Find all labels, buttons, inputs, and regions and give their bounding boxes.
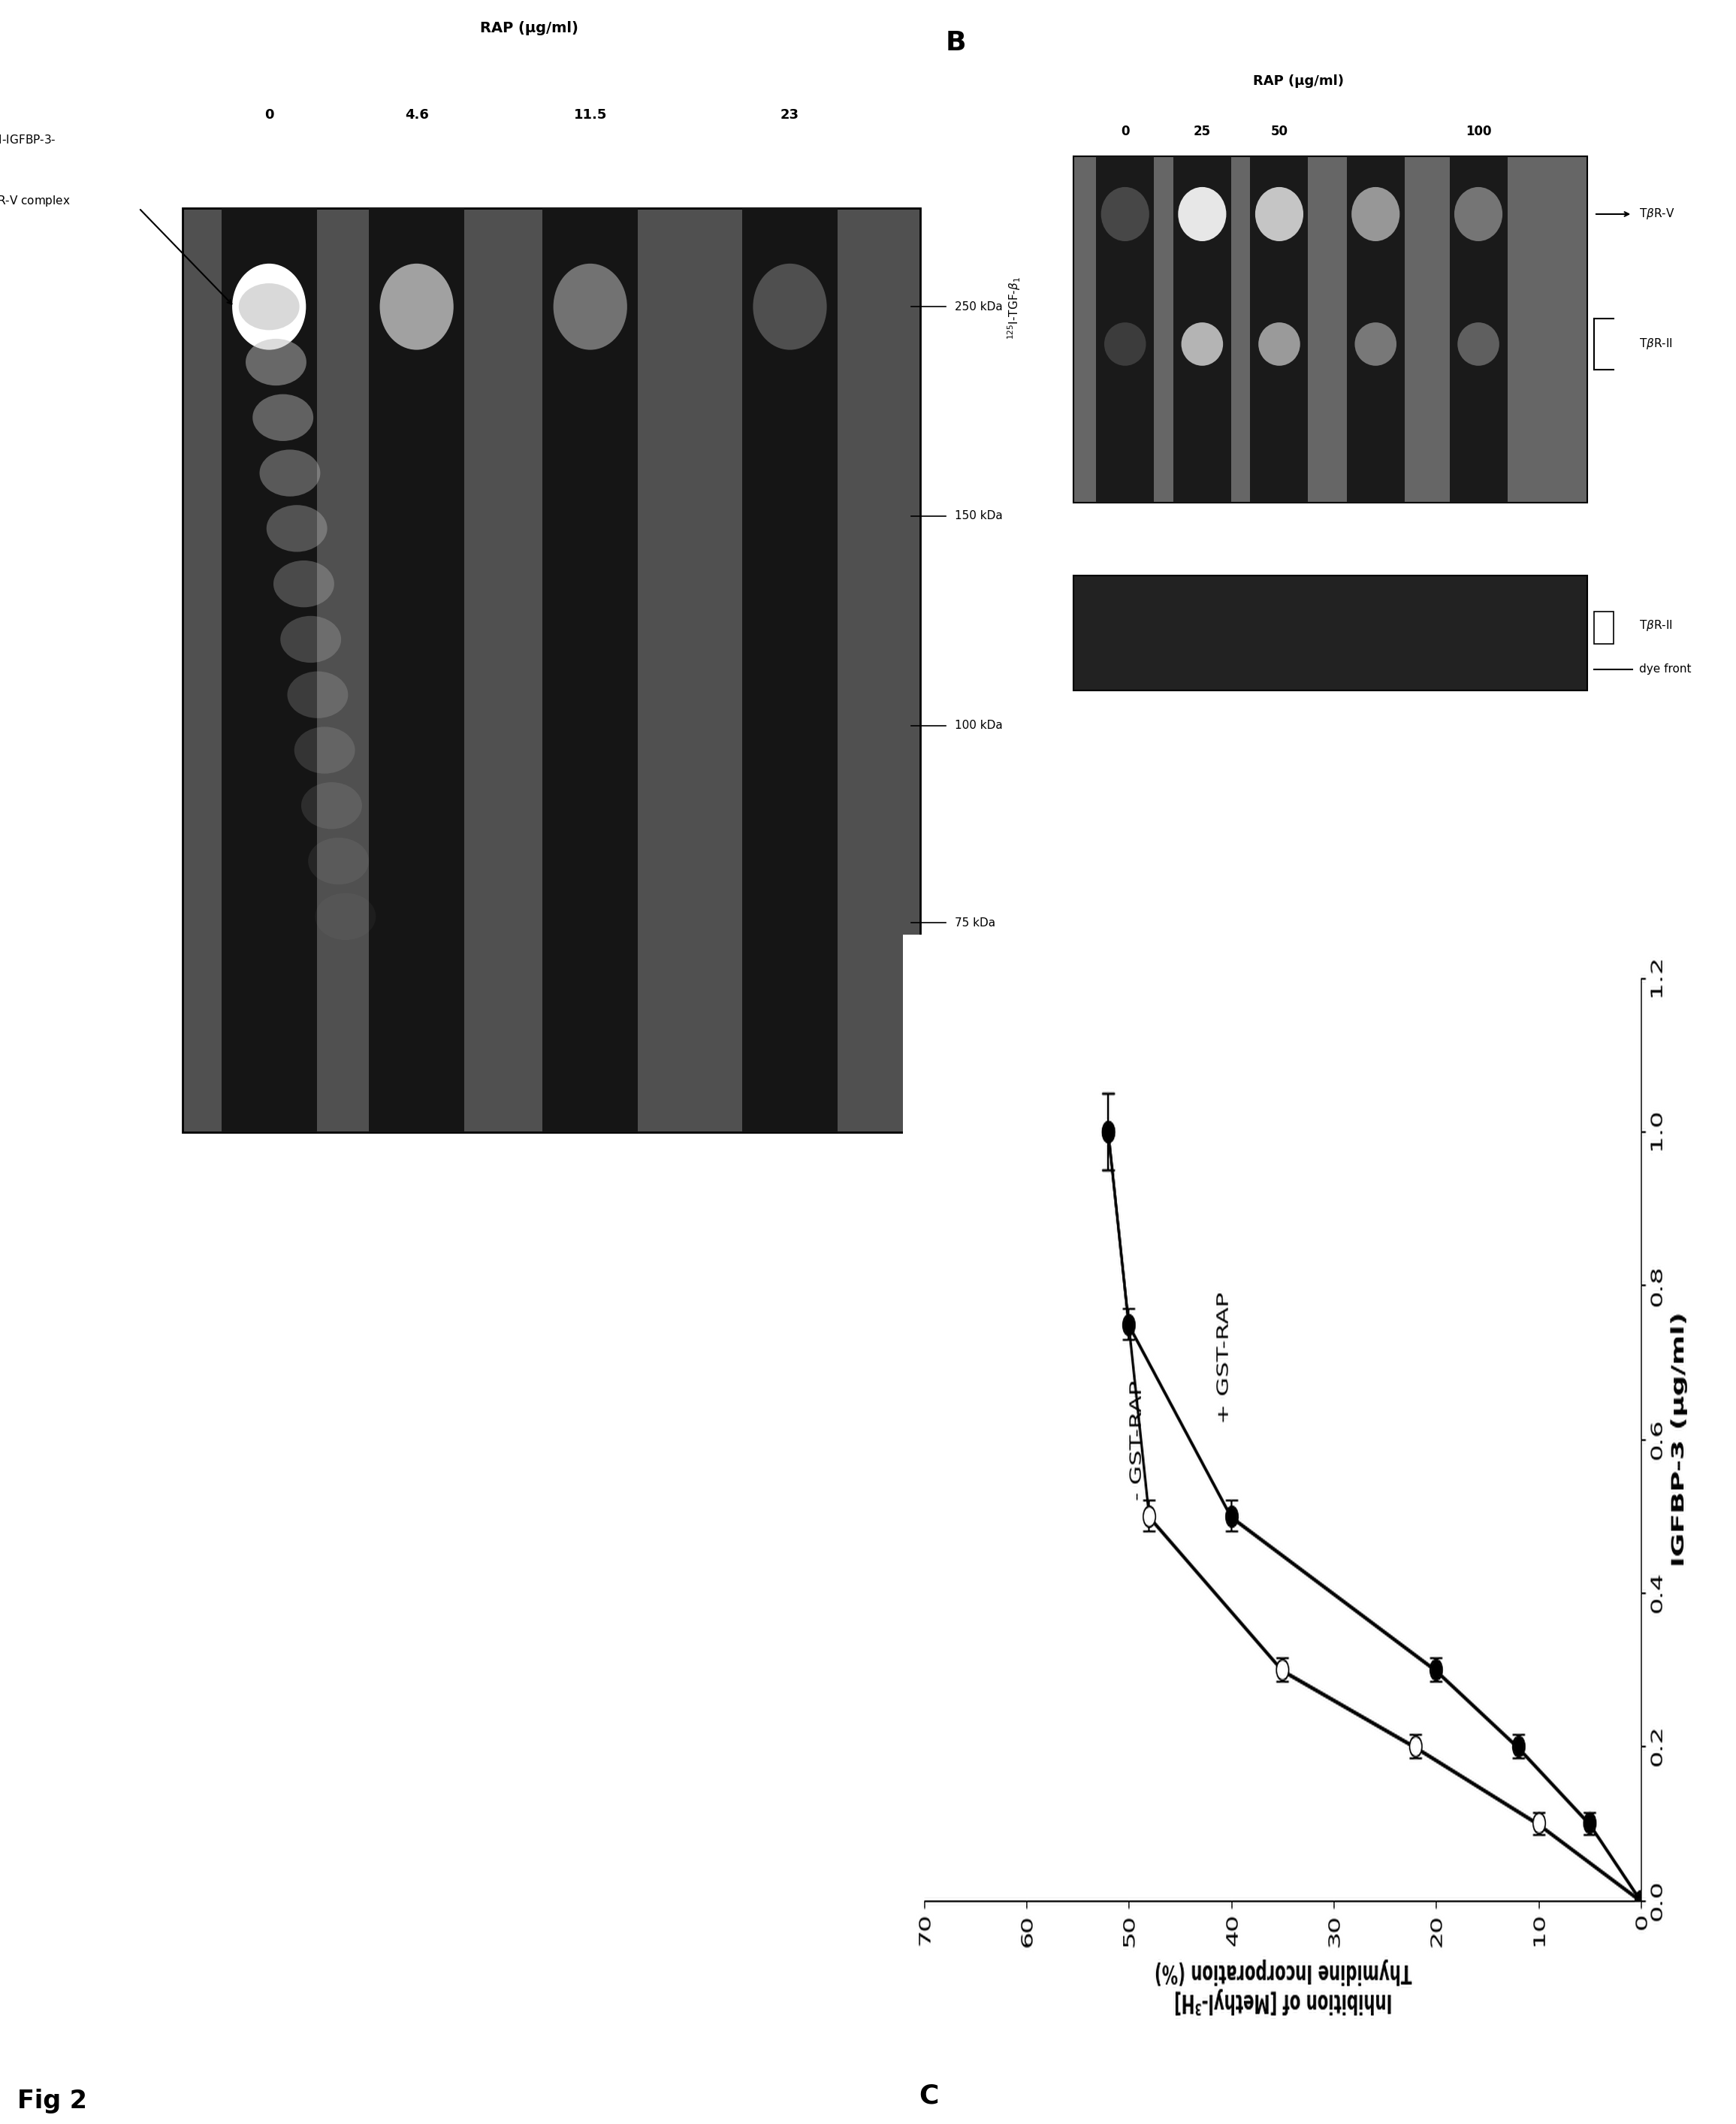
Ellipse shape [295, 726, 356, 773]
Text: $^{125}$I-IGFBP-3-: $^{125}$I-IGFBP-3- [0, 132, 56, 147]
Ellipse shape [1259, 323, 1300, 365]
Ellipse shape [1352, 187, 1399, 242]
Text: dye front: dye front [1639, 663, 1691, 675]
Bar [543, 208, 639, 1132]
Text: RAP (µg/ml): RAP (µg/ml) [481, 21, 578, 36]
Text: 11.5: 11.5 [573, 108, 608, 121]
Bar [1073, 576, 1588, 690]
Text: 100: 100 [1465, 125, 1491, 138]
Text: B: B [944, 30, 965, 55]
Ellipse shape [240, 282, 300, 329]
Ellipse shape [309, 837, 368, 884]
Bar [222, 208, 318, 1132]
Bar [1073, 157, 1588, 503]
Ellipse shape [288, 671, 347, 718]
Text: 0: 0 [1121, 125, 1130, 138]
Ellipse shape [267, 506, 326, 552]
Text: T$\beta$R-V: T$\beta$R-V [1639, 206, 1675, 221]
Text: C: C [918, 2084, 939, 2109]
Text: 0: 0 [264, 108, 274, 121]
Bar [370, 208, 465, 1132]
Ellipse shape [1104, 323, 1146, 365]
Ellipse shape [1180, 323, 1224, 365]
Ellipse shape [247, 338, 306, 387]
Text: T$\beta$R-V complex: T$\beta$R-V complex [0, 193, 71, 208]
Text: RAP (µg/ml): RAP (µg/ml) [1253, 74, 1344, 87]
Ellipse shape [1354, 323, 1396, 365]
Ellipse shape [316, 892, 375, 941]
Bar [1347, 157, 1404, 503]
Ellipse shape [1179, 187, 1226, 242]
Bar [1594, 612, 1613, 644]
Ellipse shape [260, 450, 319, 497]
Ellipse shape [233, 263, 306, 350]
Text: T$\beta$R-II: T$\beta$R-II [1639, 618, 1672, 633]
Text: 50: 50 [1271, 125, 1288, 138]
Text: 100 kDa: 100 kDa [955, 720, 1003, 731]
Text: $^{125}$I-TGF-$\beta_1$: $^{125}$I-TGF-$\beta_1$ [1007, 276, 1023, 340]
Bar [1450, 157, 1507, 503]
Ellipse shape [1255, 187, 1304, 242]
Ellipse shape [253, 395, 312, 442]
Bar [182, 208, 920, 1132]
Ellipse shape [274, 561, 333, 607]
Text: 4.6: 4.6 [404, 108, 429, 121]
Text: 75 kDa: 75 kDa [955, 918, 995, 928]
Ellipse shape [1101, 187, 1149, 242]
Ellipse shape [1458, 323, 1500, 365]
Text: 250 kDa: 250 kDa [955, 302, 1003, 312]
Bar [1174, 157, 1231, 503]
Ellipse shape [302, 782, 361, 828]
Text: 25: 25 [1193, 125, 1212, 138]
Ellipse shape [753, 263, 826, 350]
Ellipse shape [279, 616, 340, 663]
Bar [1250, 157, 1309, 503]
Text: 150 kDa: 150 kDa [955, 510, 1003, 523]
Ellipse shape [554, 263, 627, 350]
Text: T$\beta$R-II: T$\beta$R-II [1639, 338, 1672, 350]
Text: 23: 23 [781, 108, 799, 121]
Bar [1095, 157, 1154, 503]
Ellipse shape [380, 263, 453, 350]
Text: Fig 2: Fig 2 [17, 2088, 87, 2113]
Ellipse shape [1455, 187, 1502, 242]
Bar [743, 208, 838, 1132]
